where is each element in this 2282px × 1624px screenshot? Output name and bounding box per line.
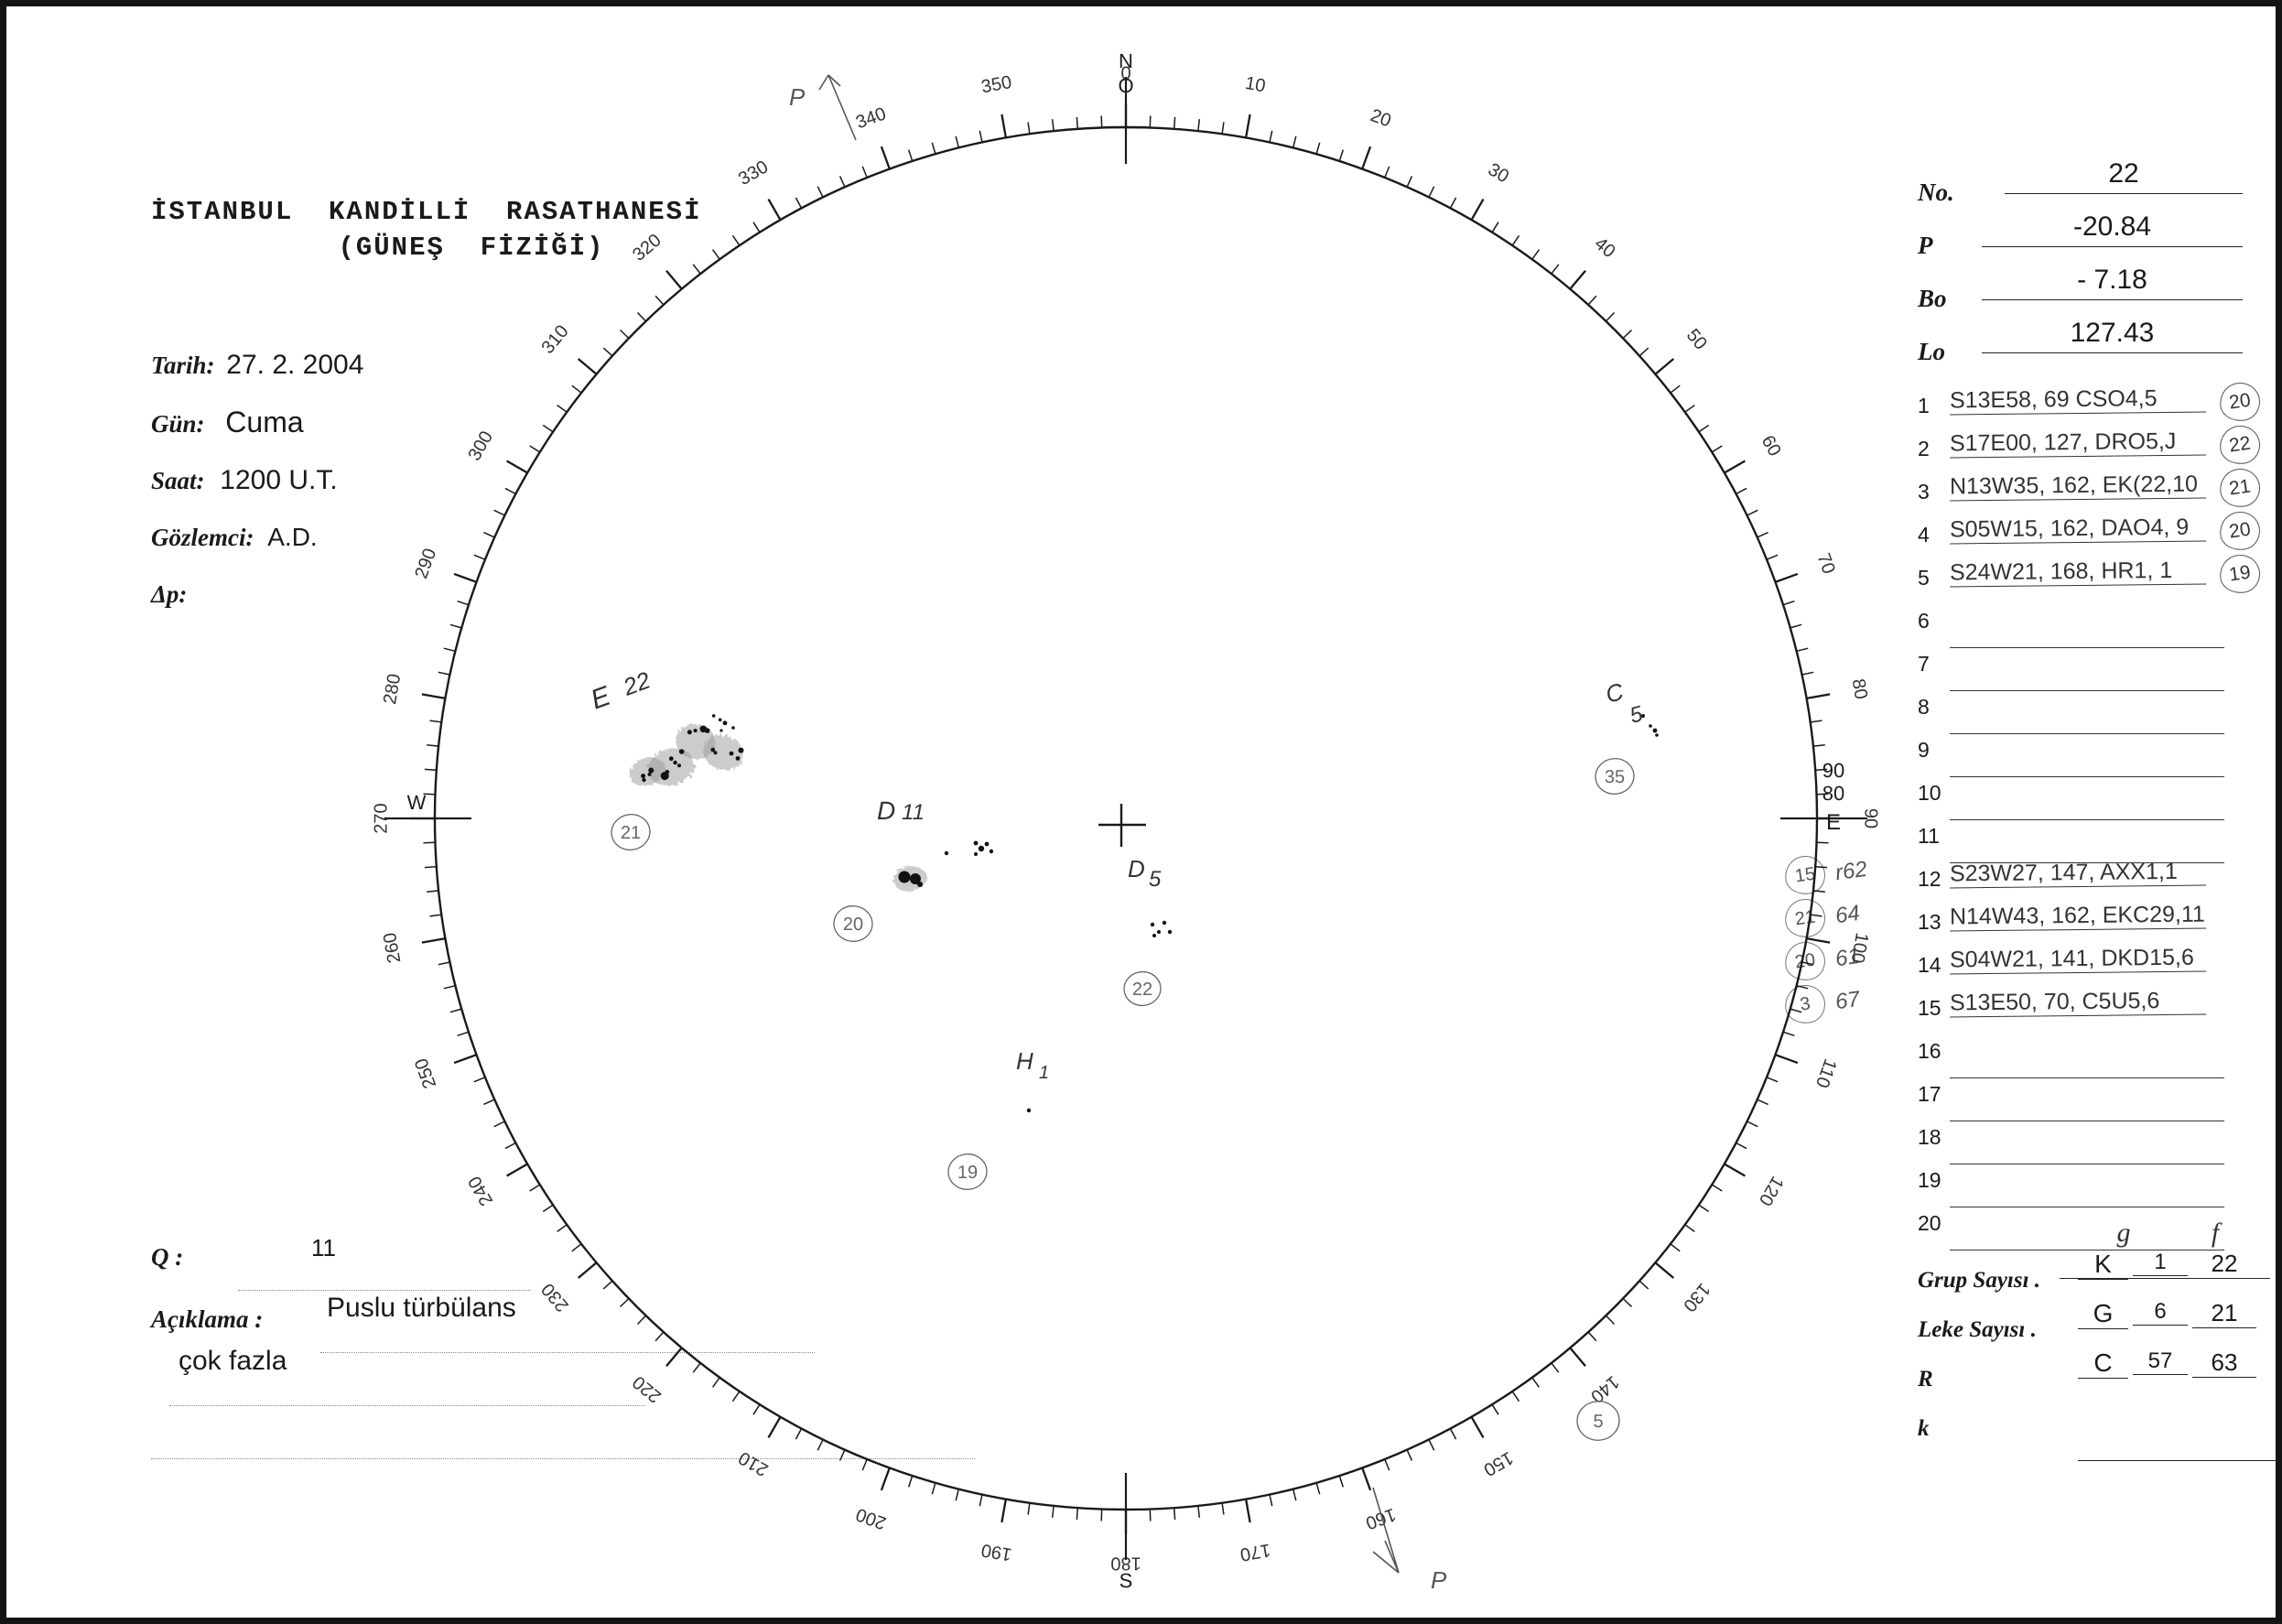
svg-text:100: 100 xyxy=(1847,931,1872,965)
svg-text:200: 200 xyxy=(853,1504,889,1533)
svg-text:210: 210 xyxy=(735,1447,772,1480)
svg-text:120: 120 xyxy=(1755,1173,1788,1209)
svg-text:300: 300 xyxy=(464,428,497,464)
svg-text:1: 1 xyxy=(1039,1063,1049,1083)
svg-text:280: 280 xyxy=(380,672,405,706)
svg-text:350: 350 xyxy=(979,72,1013,97)
svg-text:260: 260 xyxy=(380,931,405,965)
svg-text:S: S xyxy=(1119,1569,1133,1592)
svg-text:W: W xyxy=(407,791,427,814)
svg-text:N: N xyxy=(1119,49,1133,72)
svg-text:130: 130 xyxy=(1679,1279,1714,1315)
svg-text:11: 11 xyxy=(902,800,925,825)
svg-text:D: D xyxy=(877,796,895,825)
svg-text:160: 160 xyxy=(1363,1504,1399,1533)
svg-text:40: 40 xyxy=(1590,233,1618,262)
svg-text:70: 70 xyxy=(1813,550,1839,576)
svg-text:5: 5 xyxy=(1149,867,1162,892)
svg-text:30: 30 xyxy=(1485,159,1512,187)
svg-text:C: C xyxy=(1603,677,1627,709)
svg-text:E: E xyxy=(1826,810,1841,835)
svg-text:150: 150 xyxy=(1480,1447,1517,1480)
svg-text:10: 10 xyxy=(1243,73,1267,97)
svg-text:220: 220 xyxy=(629,1371,665,1406)
svg-text:340: 340 xyxy=(853,103,889,133)
svg-text:80: 80 xyxy=(1822,782,1844,805)
svg-text:90: 90 xyxy=(1822,759,1844,782)
svg-text:22: 22 xyxy=(1132,980,1152,1000)
svg-text:35: 35 xyxy=(1605,767,1625,787)
svg-text:21: 21 xyxy=(621,823,641,843)
svg-text:230: 230 xyxy=(537,1279,572,1315)
svg-text:20: 20 xyxy=(843,915,863,935)
svg-text:5: 5 xyxy=(1593,1412,1603,1432)
svg-text:140: 140 xyxy=(1586,1371,1623,1406)
svg-text:O: O xyxy=(1118,74,1133,97)
svg-text:320: 320 xyxy=(629,230,665,265)
svg-text:110: 110 xyxy=(1812,1056,1841,1090)
svg-text:22: 22 xyxy=(619,666,654,701)
svg-text:290: 290 xyxy=(411,546,440,581)
svg-text:E: E xyxy=(587,680,615,715)
svg-text:H: H xyxy=(1016,1047,1033,1075)
svg-text:D: D xyxy=(1128,855,1145,882)
svg-text:240: 240 xyxy=(464,1173,497,1209)
svg-text:250: 250 xyxy=(411,1056,440,1091)
svg-text:80: 80 xyxy=(1848,677,1872,701)
svg-text:19: 19 xyxy=(957,1163,978,1183)
svg-text:P: P xyxy=(1431,1566,1447,1594)
svg-text:P: P xyxy=(789,83,806,111)
svg-text:330: 330 xyxy=(735,157,772,189)
svg-text:190: 190 xyxy=(979,1540,1013,1564)
svg-text:20: 20 xyxy=(1368,105,1393,131)
svg-text:170: 170 xyxy=(1238,1540,1272,1564)
svg-text:60: 60 xyxy=(1757,432,1785,460)
svg-text:310: 310 xyxy=(537,321,572,358)
svg-text:50: 50 xyxy=(1682,325,1711,353)
